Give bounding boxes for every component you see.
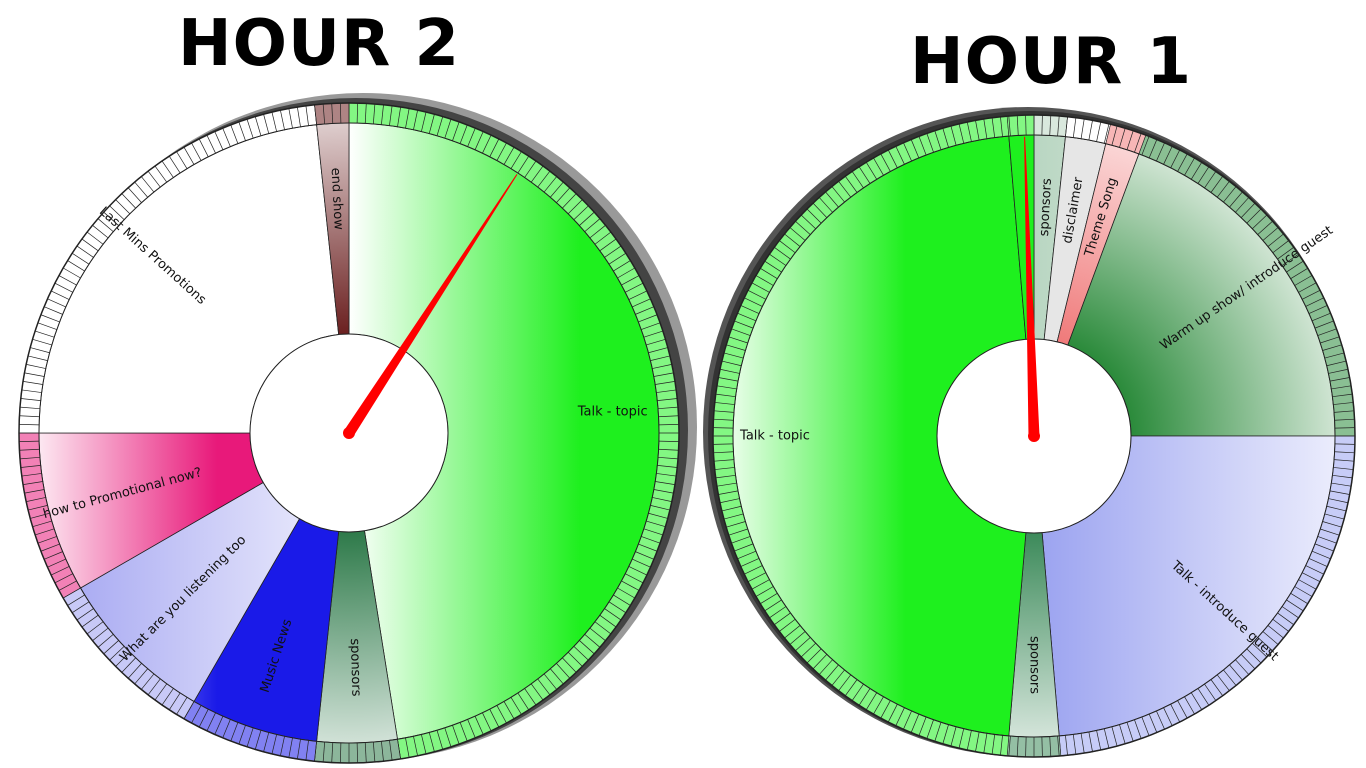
minute-ticks	[713, 115, 1355, 757]
segment-label-talk-topic: Talk - topic	[577, 405, 648, 420]
hand-pivot	[343, 427, 355, 439]
hand-pivot	[1028, 430, 1040, 442]
hour-1-title: HOUR 1	[910, 25, 1193, 99]
hour-2-title: HOUR 2	[178, 7, 461, 81]
segment-label-sponsors: sponsors	[1037, 178, 1055, 237]
segment-label-sponsors: sponsors	[347, 638, 364, 697]
segment-label-sponsors: sponsors	[1027, 636, 1042, 694]
segment-label-end-show: end show	[328, 167, 346, 230]
minute-ticks	[19, 103, 679, 763]
ring-blank	[1006, 114, 1035, 137]
segment-label-talk-topic: Talk - topic	[739, 429, 810, 444]
